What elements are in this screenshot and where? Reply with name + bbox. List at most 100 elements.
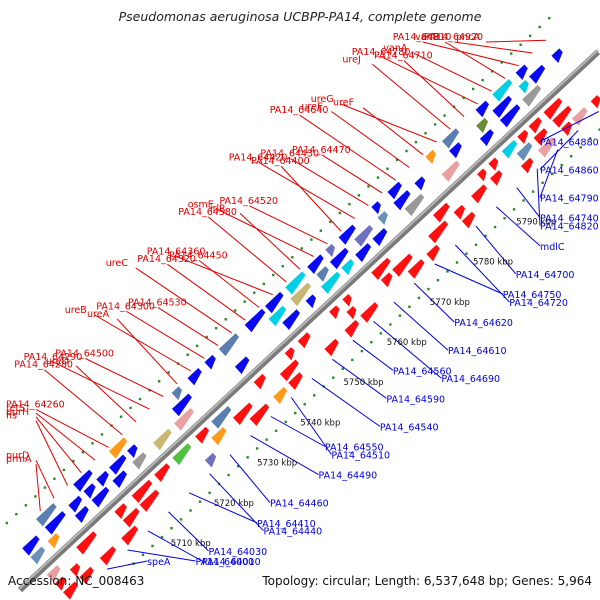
gene-arrow[interactable] [139,489,160,512]
gene-arrow[interactable] [265,291,284,314]
gene-label-upper[interactable]: purH [6,407,29,418]
gene-arrow[interactable] [342,294,352,307]
gene-arrow[interactable] [441,160,460,182]
gene-label-upper[interactable]: PA14_64500 [55,349,114,360]
gene-arrow[interactable] [204,452,217,468]
gene-label-upper[interactable]: PA14_64450 [169,250,228,261]
gene-arrow[interactable] [47,533,60,549]
gene-arrow[interactable] [153,428,172,451]
gene-arrow[interactable] [426,244,440,262]
gene-label-upper[interactable]: PA14_64580 [178,207,237,218]
gene-arrow[interactable] [297,332,311,349]
gene-label-lower[interactable]: PA14_64750 [503,290,562,301]
gene-label-upper[interactable]: irlR [210,203,226,214]
gene-arrow[interactable] [36,503,57,527]
gene-label-upper[interactable]: PA14_64320 [137,254,196,265]
gene-label-upper[interactable]: vanB [415,32,439,43]
gene-arrow[interactable] [341,259,354,275]
gene-label-upper[interactable]: purD [6,450,29,461]
gene-arrow[interactable] [501,140,518,159]
gene-arrow[interactable] [488,157,499,171]
gene-arrow[interactable] [285,271,306,295]
gene-arrow[interactable] [380,272,393,288]
gene-arrow[interactable] [172,443,192,466]
gene-label-upper[interactable]: pncA [456,32,480,43]
gene-arrow[interactable] [371,257,391,280]
gene-label-upper[interactable]: PA14_64520 [219,196,278,207]
gene-arrow[interactable] [83,483,96,499]
gene-arrow[interactable] [218,333,240,357]
gene-arrow[interactable] [249,403,270,426]
gene-label-upper[interactable]: PA14_64530 [128,298,187,309]
gene-label-upper[interactable]: PA14_64430 [260,149,319,160]
gene-arrow[interactable] [127,444,138,458]
gene-arrow[interactable] [282,309,300,330]
gene-arrow[interactable] [528,117,542,134]
gene-label-lower[interactable]: PA14_64540 [380,422,439,433]
gene-arrow[interactable] [433,202,450,223]
gene-arrow[interactable] [316,266,329,282]
gene-arrow[interactable] [346,306,357,320]
gene-arrow[interactable] [268,305,287,327]
gene-arrow[interactable] [290,282,312,307]
gene-arrow[interactable] [518,80,529,94]
gene-label-lower[interactable]: PA14_64460 [270,499,329,510]
gene-arrow[interactable] [68,495,83,513]
gene-arrow[interactable] [288,372,303,390]
gene-label-upper[interactable]: ureF [333,98,354,109]
gene-label-lower[interactable]: PA14_64410 [257,519,316,530]
gene-arrow[interactable] [538,137,556,158]
gene-label-upper[interactable]: ureJ [342,54,360,65]
gene-arrow[interactable] [516,142,533,161]
gene-label-upper[interactable]: PA14_64400 [251,156,310,167]
gene-arrow[interactable] [453,204,466,220]
gene-arrow[interactable] [499,104,521,128]
gene-label-upper[interactable]: PA14_64290 [24,352,83,363]
gene-arrow[interactable] [305,294,316,309]
gene-arrow[interactable] [211,406,232,429]
gene-label-upper[interactable]: ureG [311,94,334,105]
gene-arrow[interactable] [112,470,128,488]
gene-arrow[interactable] [533,128,548,146]
gene-arrow[interactable] [392,253,413,277]
gene-arrow[interactable] [30,546,45,565]
gene-arrow[interactable] [307,254,324,274]
gene-label-lower[interactable]: PA14_64700 [516,270,575,281]
gene-arrow[interactable] [122,507,140,528]
gene-arrow[interactable] [572,107,588,126]
gene-arrow[interactable] [404,193,425,217]
gene-arrow[interactable] [329,305,340,320]
gene-arrow[interactable] [344,319,360,338]
gene-arrow[interactable] [407,259,425,279]
gene-arrow[interactable] [46,565,61,582]
gene-label-lower[interactable]: PA14_64030 [209,547,268,558]
gene-arrow[interactable] [233,402,253,425]
gene-label-upper[interactable]: PA14_64910 [393,32,452,43]
gene-arrow[interactable] [96,470,109,487]
gene-label-upper[interactable]: PA14_64780 [352,47,411,58]
gene-arrow[interactable] [63,581,79,600]
gene-arrow[interactable] [529,64,546,84]
gene-arrow[interactable] [204,354,216,370]
gene-arrow[interactable] [371,201,381,215]
gene-arrow[interactable] [22,535,40,556]
gene-arrow[interactable] [154,463,170,482]
gene-label-upper[interactable]: ureD [46,356,69,367]
gene-arrow[interactable] [73,469,93,492]
gene-arrow[interactable] [76,531,97,555]
gene-label-upper[interactable]: fis [6,411,17,422]
gene-label-upper[interactable]: ureC [106,258,129,269]
gene-label-lower[interactable]: PA14_64790 [540,194,599,205]
gene-arrow[interactable] [131,479,153,503]
gene-arrow[interactable] [329,247,349,270]
gene-arrow[interactable] [476,117,489,134]
gene-arrow[interactable] [99,546,116,566]
gene-label-lower[interactable]: mdlC [540,242,565,253]
gene-arrow[interactable] [355,243,372,263]
gene-label-lower[interactable]: PA14_64620 [454,318,513,329]
gene-label-upper[interactable]: ureB [65,305,87,316]
gene-arrow[interactable] [372,228,388,246]
gene-arrow[interactable] [492,79,513,102]
gene-label-upper[interactable]: retS [6,403,25,414]
